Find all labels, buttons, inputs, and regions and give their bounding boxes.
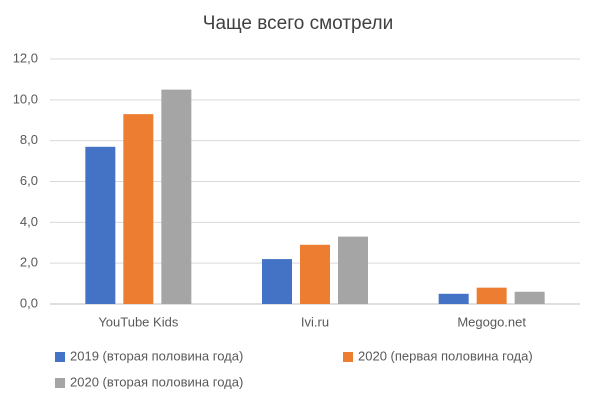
bar — [438, 293, 469, 304]
x-tick-label: YouTube Kids — [98, 314, 178, 329]
bar — [123, 114, 154, 304]
y-tick-label: 4,0 — [20, 214, 38, 229]
legend-swatch — [55, 378, 65, 388]
bar — [338, 236, 368, 304]
y-tick-label: 10,0 — [13, 91, 38, 106]
bar — [476, 287, 507, 304]
bar — [262, 259, 292, 304]
y-tick-label: 0,0 — [20, 295, 38, 310]
legend-label: 2020 (первая половина года) — [358, 348, 533, 363]
bar — [514, 291, 545, 304]
y-tick-label: 2,0 — [20, 255, 38, 270]
x-tick-label: Ivi.ru — [301, 314, 329, 329]
legend-swatch — [343, 352, 353, 362]
y-tick-label: 8,0 — [20, 132, 38, 147]
y-tick-label: 6,0 — [20, 173, 38, 188]
bar — [300, 244, 330, 304]
x-tick-label: Megogo.net — [457, 314, 526, 329]
legend-label: 2019 (вторая половина года) — [70, 348, 243, 363]
y-tick-label: 12,0 — [13, 50, 38, 65]
legend-label: 2020 (вторая половина года) — [70, 374, 243, 389]
bar — [161, 89, 192, 304]
chart-title: Чаще всего смотрели — [203, 13, 393, 34]
legend-swatch — [55, 352, 65, 362]
bar — [85, 146, 116, 304]
